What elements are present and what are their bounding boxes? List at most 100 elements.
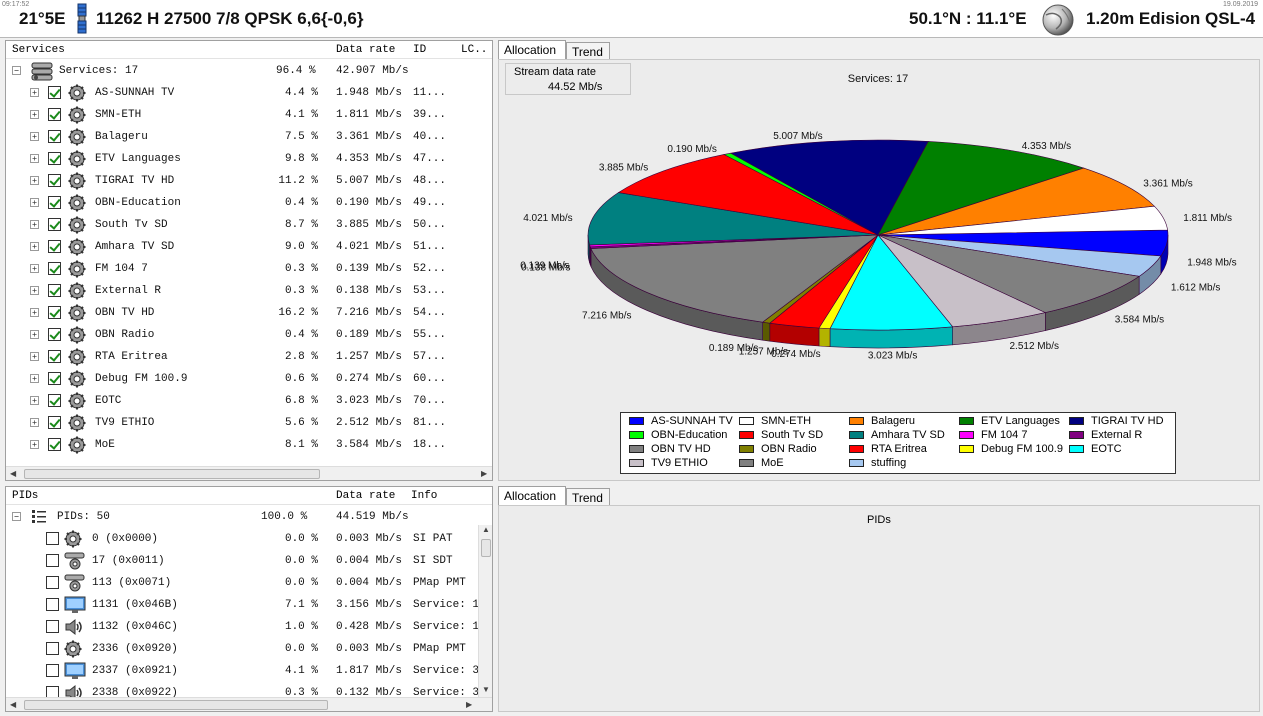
table-row[interactable]: + AS-SUNNAH TV 4.4 % 1.948 Mb/s 11... [6,82,492,104]
pid-checkbox[interactable] [46,576,59,589]
pids-hscroll[interactable]: ◀ ▶ [6,697,492,711]
table-row[interactable]: 17 (0x0011) 0.0 % 0.004 Mb/s SI SDT [6,550,492,572]
col-id[interactable]: ID [413,44,427,56]
expand-icon[interactable]: + [30,440,39,449]
expand-icon[interactable]: + [30,154,39,163]
col-services[interactable]: Services [12,44,65,56]
table-row[interactable]: + OBN TV HD 16.2 % 7.216 Mb/s 54... [6,302,492,324]
service-checkbox[interactable] [48,108,61,121]
table-row[interactable]: 113 (0x0071) 0.0 % 0.004 Mb/s PMap PMT [6,572,492,594]
services-root-row[interactable]: − Services: 17 96.4 % 42.907 Mb/s [6,60,492,82]
pid-checkbox[interactable] [46,664,59,677]
expand-icon[interactable]: + [30,418,39,427]
expand-icon[interactable]: + [30,132,39,141]
service-pct: 6.8 % [284,395,318,407]
pid-checkbox[interactable] [46,554,59,567]
service-checkbox[interactable] [48,306,61,319]
service-checkbox[interactable] [48,416,61,429]
scroll-thumb[interactable] [24,469,320,479]
table-row[interactable]: 1132 (0x046C) 1.0 % 0.428 Mb/s Service: 1 [6,616,492,638]
collapse-icon[interactable]: − [12,512,21,521]
expand-icon[interactable]: + [30,308,39,317]
col-info[interactable]: Info [411,490,438,502]
table-row[interactable]: + Amhara TV SD 9.0 % 4.021 Mb/s 51... [6,236,492,258]
services-hscroll[interactable]: ◀ ▶ [6,466,492,480]
table-row[interactable]: + South Tv SD 8.7 % 3.885 Mb/s 50... [6,214,492,236]
table-row[interactable]: 2337 (0x0921) 4.1 % 1.817 Mb/s Service: 3 [6,660,492,682]
table-row[interactable]: + OBN-Education 0.4 % 0.190 Mb/s 49... [6,192,492,214]
table-row[interactable]: + MoE 8.1 % 3.584 Mb/s 18... [6,434,492,456]
table-row[interactable]: + RTA Eritrea 2.8 % 1.257 Mb/s 57... [6,346,492,368]
table-row[interactable]: + TIGRAI TV HD 11.2 % 5.007 Mb/s 48... [6,170,492,192]
tab-allocation-pids[interactable]: Allocation [498,486,566,506]
table-row[interactable]: + ETV Languages 9.8 % 4.353 Mb/s 47... [6,148,492,170]
pids-root-row[interactable]: − PIDs: 50 100.0 % 44.519 Mb/s [6,506,492,528]
table-row[interactable]: 1131 (0x046B) 7.1 % 3.156 Mb/s Service: 1 [6,594,492,616]
expand-icon[interactable]: + [30,352,39,361]
service-checkbox[interactable] [48,394,61,407]
service-checkbox[interactable] [48,262,61,275]
scroll-thumb[interactable] [24,700,328,710]
service-checkbox[interactable] [48,372,61,385]
expand-icon[interactable]: + [30,220,39,229]
expand-icon[interactable]: + [30,264,39,273]
expand-icon[interactable]: + [30,286,39,295]
table-row[interactable]: + SMN-ETH 4.1 % 1.811 Mb/s 39... [6,104,492,126]
service-checkbox[interactable] [48,86,61,99]
service-checkbox[interactable] [48,130,61,143]
collapse-icon[interactable]: − [12,66,21,75]
table-row[interactable]: + External R 0.3 % 0.138 Mb/s 53... [6,280,492,302]
table-row[interactable]: + OBN Radio 0.4 % 0.189 Mb/s 55... [6,324,492,346]
table-row[interactable]: 2338 (0x0922) 0.3 % 0.132 Mb/s Service: 3 [6,682,492,704]
service-checkbox[interactable] [48,152,61,165]
scroll-down-icon[interactable]: ▼ [482,685,490,694]
pids-chart-panel: Allocation Trend PIDs [498,486,1260,712]
pid-checkbox[interactable] [46,642,59,655]
scroll-thumb[interactable] [481,539,491,557]
service-pct: 8.1 % [284,439,318,451]
table-row[interactable]: 2336 (0x0920) 0.0 % 0.003 Mb/s PMap PMT [6,638,492,660]
expand-icon[interactable]: + [30,374,39,383]
scroll-left-icon[interactable]: ◀ [10,700,17,709]
service-checkbox[interactable] [48,328,61,341]
tab-trend-pids[interactable]: Trend [566,488,610,506]
table-row[interactable]: + Balageru 7.5 % 3.361 Mb/s 40... [6,126,492,148]
table-row[interactable]: + TV9 ETHIO 5.6 % 2.512 Mb/s 81... [6,412,492,434]
service-checkbox[interactable] [48,350,61,363]
tab-allocation[interactable]: Allocation [498,40,566,60]
expand-icon[interactable]: + [30,110,39,119]
tab-trend[interactable]: Trend [566,42,610,60]
service-checkbox[interactable] [48,284,61,297]
expand-icon[interactable]: + [30,198,39,207]
service-checkbox[interactable] [48,174,61,187]
col-pids[interactable]: PIDs [12,490,39,502]
expand-icon[interactable]: + [30,88,39,97]
table-row[interactable]: 0 (0x0000) 0.0 % 0.003 Mb/s SI PAT [6,528,492,550]
scroll-right-icon[interactable]: ▶ [481,469,488,478]
table-row[interactable]: + FM 104 7 0.3 % 0.139 Mb/s 52... [6,258,492,280]
service-checkbox[interactable] [48,196,61,209]
col-pid-rate[interactable]: Data rate [336,490,396,502]
pid-checkbox[interactable] [46,620,59,633]
pie-data-label: 0.190 Mb/s [667,144,716,155]
pids-vscroll[interactable]: ▲ ▼ [478,525,492,697]
expand-icon[interactable]: + [30,330,39,339]
service-checkbox[interactable] [48,218,61,231]
scroll-up-icon[interactable]: ▲ [482,525,490,534]
stream-rate-value: 44.52 Mb/s [548,81,603,93]
pid-checkbox[interactable] [46,598,59,611]
monitor-icon [64,596,86,614]
scroll-right-icon[interactable]: ▶ [466,700,473,709]
col-lc[interactable]: LC.. [461,44,488,56]
table-row[interactable]: + Debug FM 100.9 0.6 % 0.274 Mb/s 60... [6,368,492,390]
expand-icon[interactable]: + [30,176,39,185]
pid-checkbox[interactable] [46,532,59,545]
scroll-left-icon[interactable]: ◀ [10,469,17,478]
expand-icon[interactable]: + [30,242,39,251]
table-row[interactable]: + EOTC 6.8 % 3.023 Mb/s 70... [6,390,492,412]
col-data-rate[interactable]: Data rate [336,44,396,56]
service-checkbox[interactable] [48,240,61,253]
gear-icon [68,304,86,322]
service-checkbox[interactable] [48,438,61,451]
expand-icon[interactable]: + [30,396,39,405]
